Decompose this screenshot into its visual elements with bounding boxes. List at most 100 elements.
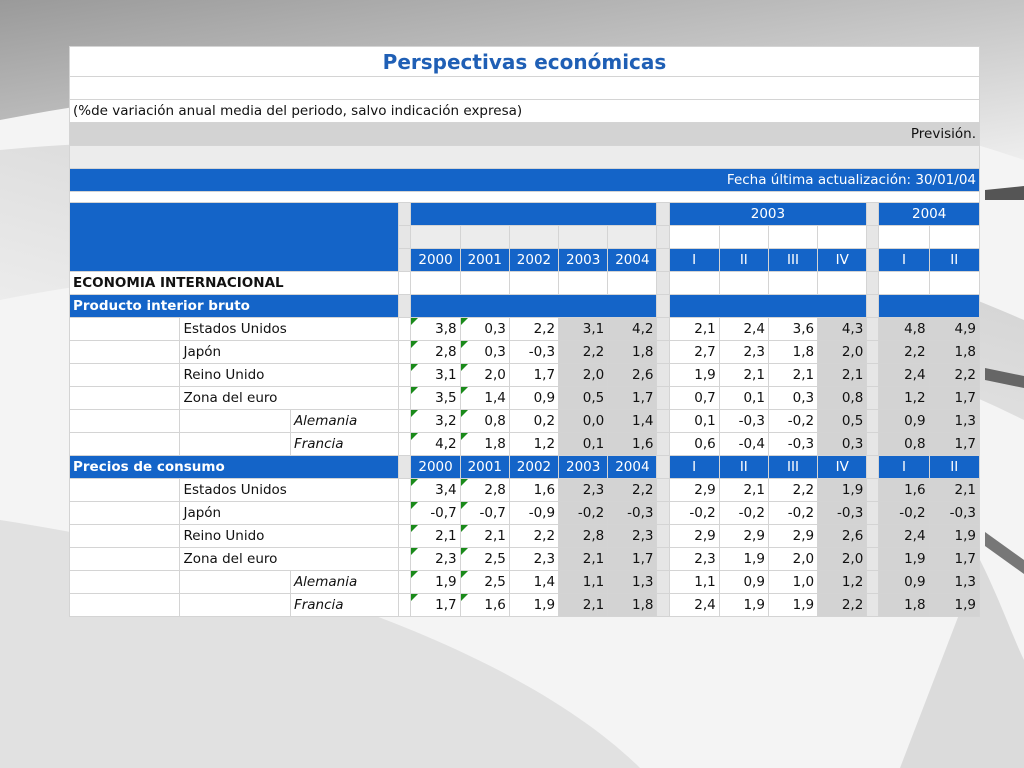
col-header-year: 2002 — [508, 455, 560, 479]
col-header-year: 2002 — [508, 248, 560, 272]
value-cell: -0,2 — [718, 501, 769, 525]
country-label: Francia — [289, 593, 400, 617]
value-cell: 1,6 — [878, 478, 930, 502]
col-header-year: 2001 — [459, 455, 510, 479]
country-label: Zona del euro — [179, 547, 400, 571]
value-cell: 1,9 — [928, 524, 981, 548]
value-cell: 2,9 — [718, 524, 769, 548]
value-cell: 2,0 — [459, 363, 510, 387]
table-row: Estados Unidos 3,4 2,8 1,6 2,3 2,2 2,9 2,1 2,2 1,… — [68, 478, 981, 502]
col-header-year: 2004 — [607, 248, 658, 272]
section-gdp: Producto interior bruto — [68, 294, 400, 318]
value-cell: 3,2 — [410, 409, 461, 433]
value-cell: 3,8 — [410, 317, 461, 341]
value-cell: 1,3 — [607, 570, 658, 594]
value-cell: 0,8 — [878, 432, 930, 456]
table-row: Japón 2,8 0,3 -0,3 2,2 1,8 2,7 2,3 1,8 2,0 2,2 1,8 — [68, 340, 981, 364]
value-cell: 2,1 — [718, 363, 769, 387]
value-cell: 2,1 — [767, 363, 819, 387]
value-cell: 2,1 — [817, 363, 868, 387]
value-cell: 1,6 — [508, 478, 560, 502]
value-cell: 0,1 — [718, 386, 769, 410]
value-cell: 2,8 — [410, 340, 461, 364]
value-cell: 1,9 — [410, 570, 461, 594]
value-cell: 2,9 — [668, 478, 720, 502]
value-cell: 2,2 — [817, 593, 868, 617]
economic-outlook-table: Perspectivas económicas (%de variación a… — [68, 46, 981, 617]
value-cell: 4,9 — [928, 317, 981, 341]
header-year-2004: 2004 — [878, 202, 980, 226]
col-header-quarter-2003: III — [767, 455, 819, 479]
country-label: Zona del euro — [179, 386, 400, 410]
value-cell: 0,3 — [767, 386, 819, 410]
value-cell: 2,1 — [718, 478, 769, 502]
col-header-year: 2003 — [558, 248, 609, 272]
country-label: Japón — [179, 501, 400, 525]
value-cell: 1,4 — [607, 409, 658, 433]
col-header-quarter-2003: I — [668, 248, 720, 272]
value-cell: 1,8 — [459, 432, 510, 456]
value-cell: 2,2 — [767, 478, 819, 502]
value-cell: 2,9 — [668, 524, 720, 548]
value-cell: 1,9 — [817, 478, 868, 502]
value-cell: 3,6 — [767, 317, 819, 341]
value-cell: 1,4 — [459, 386, 510, 410]
section-international-economy: ECONOMIA INTERNACIONAL — [68, 271, 400, 295]
value-cell: -0,3 — [607, 501, 658, 525]
value-cell: 2,6 — [817, 524, 868, 548]
section-cpi: Precios de consumo — [68, 455, 400, 479]
value-cell: 1,1 — [668, 570, 720, 594]
value-cell: -0,3 — [767, 432, 819, 456]
value-cell: 1,7 — [508, 363, 560, 387]
col-header-quarter-2004: I — [878, 455, 930, 479]
value-cell: 2,7 — [668, 340, 720, 364]
value-cell: 0,3 — [459, 317, 510, 341]
value-cell: 4,2 — [410, 432, 461, 456]
value-cell: -0,2 — [668, 501, 720, 525]
value-cell: 2,1 — [558, 593, 609, 617]
value-cell: 2,5 — [459, 570, 510, 594]
value-cell: 3,1 — [558, 317, 609, 341]
col-header-quarter-2004: II — [928, 248, 981, 272]
value-cell: 1,7 — [410, 593, 461, 617]
table-row: Alemania 1,9 2,5 1,4 1,1 1,3 1,1 0,9 1,0 1,2 0,9 1,… — [68, 570, 981, 594]
table-row: Reino Unido 3,1 2,0 1,7 2,0 2,6 1,9 2,1 2,1 2,1 2,… — [68, 363, 981, 387]
col-header-year: 2003 — [558, 455, 609, 479]
header-year-2003: 2003 — [668, 202, 868, 226]
value-cell: 0,7 — [668, 386, 720, 410]
value-cell: 2,3 — [718, 340, 769, 364]
value-cell: 2,2 — [508, 524, 560, 548]
country-label: Estados Unidos — [179, 317, 400, 341]
value-cell: 1,2 — [508, 432, 560, 456]
value-cell: 2,5 — [459, 547, 510, 571]
value-cell: -0,3 — [928, 501, 981, 525]
value-cell: 1,6 — [607, 432, 658, 456]
value-cell: -0,2 — [878, 501, 930, 525]
table-row: Francia 1,7 1,6 1,9 2,1 1,8 2,4 1,9 1,9 2,2 1,8 1,9 — [68, 593, 981, 617]
value-cell: 0,2 — [508, 409, 560, 433]
value-cell: 1,1 — [558, 570, 609, 594]
value-cell: 2,3 — [668, 547, 720, 571]
value-cell: 2,3 — [410, 547, 461, 571]
value-cell: 2,3 — [508, 547, 560, 571]
value-cell: 1,7 — [928, 386, 981, 410]
value-cell: 0,5 — [817, 409, 868, 433]
value-cell: 0,5 — [558, 386, 609, 410]
country-label: Japón — [179, 340, 400, 364]
header-corner — [68, 202, 400, 272]
value-cell: -0,2 — [558, 501, 609, 525]
value-cell: 2,3 — [558, 478, 609, 502]
value-cell: 2,4 — [878, 363, 930, 387]
value-cell: 1,9 — [878, 547, 930, 571]
value-cell: 3,1 — [410, 363, 461, 387]
table-row: Zona del euro 3,5 1,4 0,9 0,5 1,7 0,7 0,1 0,3 0,8… — [68, 386, 981, 410]
value-cell: 0,0 — [558, 409, 609, 433]
value-cell: 2,0 — [817, 340, 868, 364]
value-cell: 1,8 — [767, 340, 819, 364]
country-label: Francia — [289, 432, 400, 456]
value-cell: 2,1 — [928, 478, 981, 502]
value-cell: 2,4 — [668, 593, 720, 617]
value-cell: 1,6 — [459, 593, 510, 617]
value-cell: 0,1 — [558, 432, 609, 456]
col-header-year: 2000 — [410, 455, 461, 479]
